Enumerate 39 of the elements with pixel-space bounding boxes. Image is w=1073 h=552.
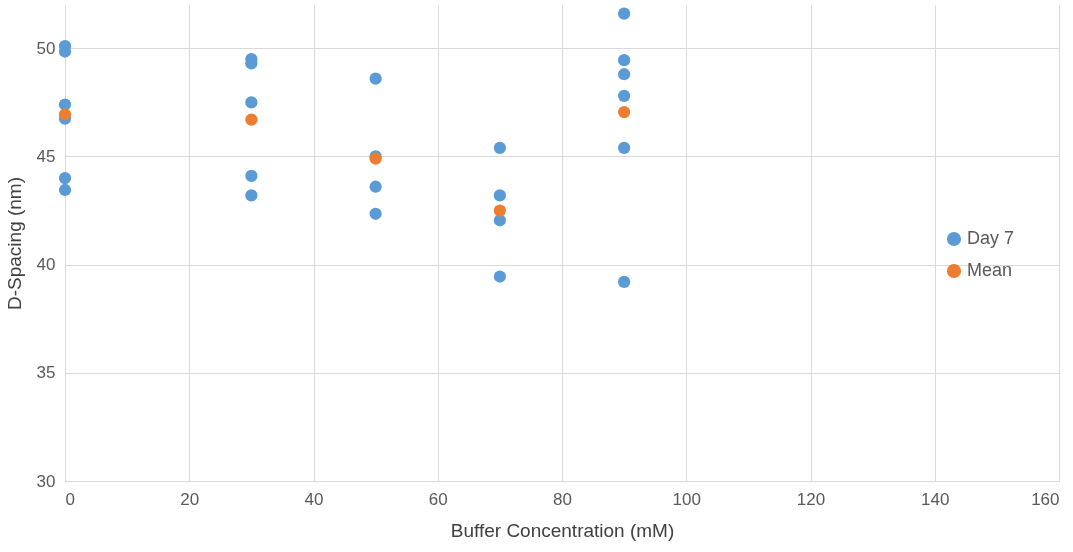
point — [245, 169, 258, 183]
x-tick-label: 80 — [553, 489, 572, 509]
point — [493, 270, 506, 283]
point — [493, 204, 506, 217]
point — [58, 183, 72, 197]
point — [618, 68, 631, 81]
y-tick-label: 50 — [36, 38, 56, 58]
point — [369, 72, 382, 85]
y-tick-label: 35 — [36, 363, 56, 383]
x-tick-label: 20 — [180, 489, 200, 509]
y-tick-label: 30 — [36, 471, 56, 491]
x-tick-label: 120 — [796, 489, 826, 509]
legend-label: Day 7 — [967, 228, 1015, 248]
point — [245, 96, 258, 109]
y-tick-label: 45 — [36, 146, 56, 166]
point — [618, 89, 631, 102]
x-tick-label: 100 — [672, 489, 701, 509]
point — [618, 54, 631, 67]
point — [493, 141, 506, 154]
point — [369, 207, 382, 220]
x-tick-label: 0 — [65, 489, 75, 509]
x-tick-label: 60 — [428, 489, 448, 509]
point — [618, 105, 631, 119]
x-tick-label: 160 — [1031, 489, 1060, 509]
point — [58, 171, 72, 185]
legend-label: Mean — [967, 260, 1013, 280]
x-tick-label: 40 — [304, 489, 324, 509]
point — [493, 189, 506, 202]
y-axis-title: D-Spacing (nm) — [3, 176, 25, 311]
x-axis-title: Buffer Concentration (mM) — [450, 519, 675, 541]
point — [618, 141, 631, 154]
point — [58, 108, 72, 121]
point — [618, 7, 631, 20]
point — [245, 189, 258, 202]
point — [618, 275, 631, 289]
point — [245, 113, 258, 126]
x-tick-label: 140 — [921, 489, 950, 509]
y-tick-label: 40 — [36, 255, 56, 275]
point — [369, 180, 382, 193]
